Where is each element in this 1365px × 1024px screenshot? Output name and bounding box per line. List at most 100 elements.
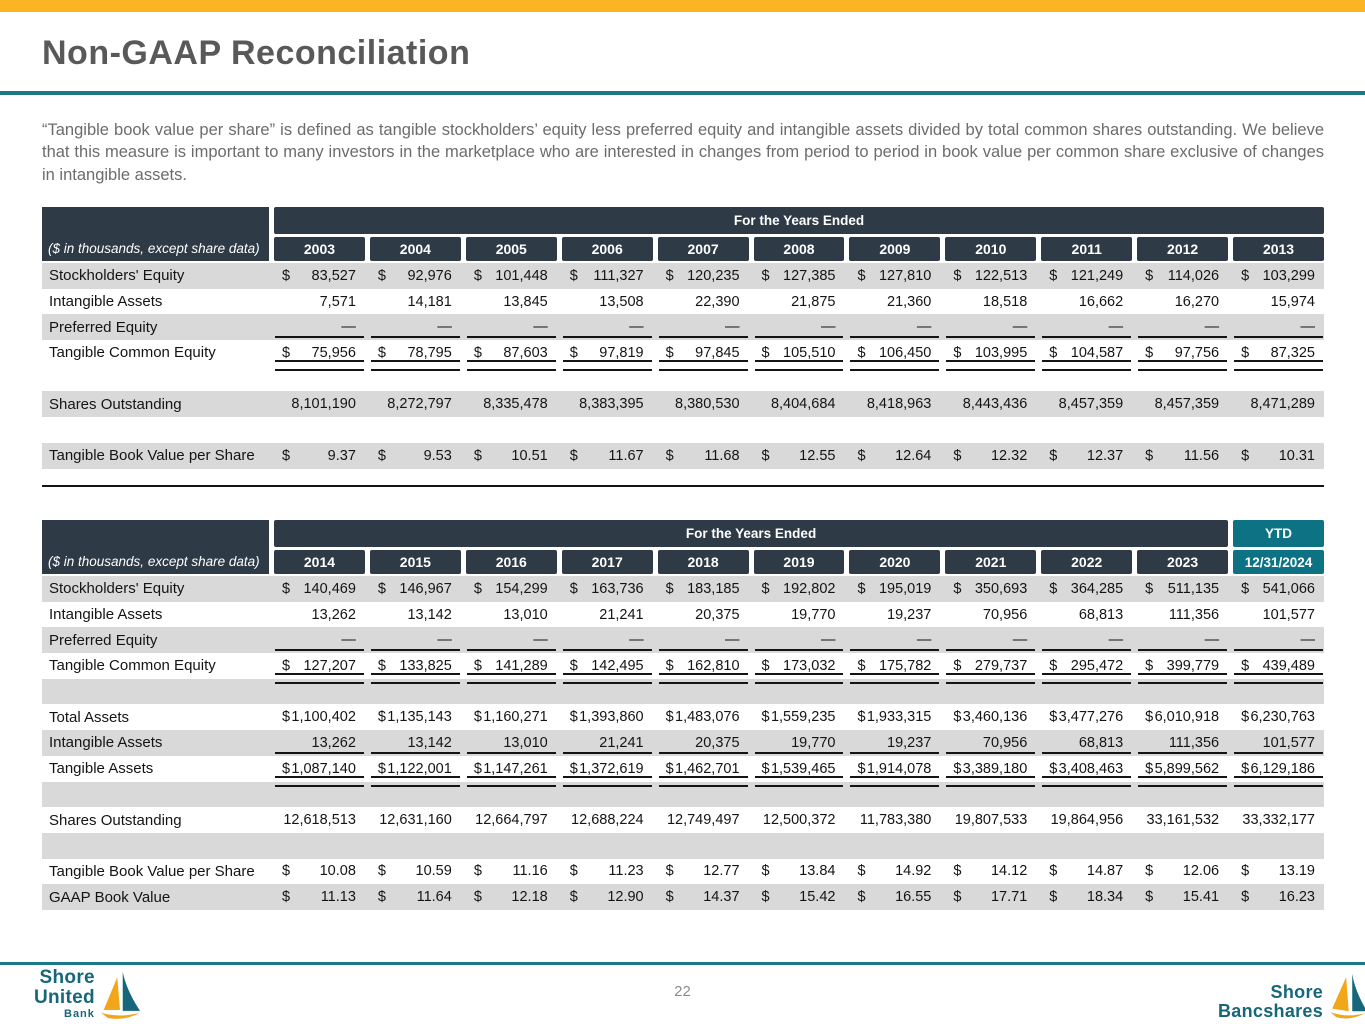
value-cell: $97,845 bbox=[658, 340, 749, 371]
value-cell: 13,845 bbox=[466, 289, 557, 315]
value-cell: 68,813 bbox=[1041, 730, 1132, 756]
cell-value: 127,207 bbox=[303, 657, 356, 674]
year-header: 2017 bbox=[561, 550, 653, 574]
value-cell: — bbox=[1233, 627, 1324, 653]
cell-value: 18.34 bbox=[1086, 889, 1124, 906]
cell-value: 183,185 bbox=[687, 580, 740, 597]
value-cell: 15,974 bbox=[1233, 289, 1324, 315]
cell-value: 13,845 bbox=[503, 293, 548, 310]
value-cell: 111,356 bbox=[1137, 730, 1228, 756]
table-row: Stockholders' Equity $140,469 $146,967 $154… bbox=[42, 576, 1324, 602]
dollar-sign: $ bbox=[857, 344, 866, 361]
dollar-sign: $ bbox=[282, 863, 291, 880]
logo-word: United bbox=[34, 987, 95, 1008]
value-cell: $140,469 bbox=[274, 576, 365, 602]
cell-value: 8,272,797 bbox=[387, 396, 452, 413]
cell-value: 1,462,701 bbox=[675, 760, 740, 777]
value-cell: 21,360 bbox=[849, 289, 940, 315]
dollar-sign: $ bbox=[1241, 344, 1250, 361]
cell-value: 16,270 bbox=[1174, 293, 1220, 310]
value-cell: — bbox=[562, 627, 653, 653]
cell-value: 13,508 bbox=[599, 293, 644, 310]
cell-value: 87,603 bbox=[503, 344, 548, 361]
value-cell: $1,393,860 bbox=[562, 704, 653, 730]
dollar-sign: $ bbox=[1241, 267, 1250, 284]
year-header: 2007 bbox=[657, 237, 749, 261]
value-cell: — bbox=[754, 627, 845, 653]
value-cell: $12.18 bbox=[466, 884, 557, 910]
cell-value: 279,737 bbox=[974, 657, 1028, 674]
value-cell: $103,995 bbox=[945, 340, 1036, 371]
ytd-header: YTD bbox=[1233, 520, 1324, 547]
cell-value: — bbox=[437, 632, 452, 649]
value-cell: 70,956 bbox=[945, 602, 1036, 628]
value-cell: $11.64 bbox=[370, 884, 461, 910]
cell-value: 13,262 bbox=[311, 734, 356, 751]
cell-value: 1,147,261 bbox=[483, 760, 548, 777]
cell-value: 8,418,963 bbox=[866, 396, 932, 413]
table-row: Stockholders' Equity $83,527 $92,976 $101,4… bbox=[42, 263, 1324, 289]
footer-divider bbox=[0, 962, 1365, 965]
year-header: 2004 bbox=[369, 237, 461, 261]
value-cell: 8,272,797 bbox=[370, 391, 461, 417]
dollar-sign: $ bbox=[282, 580, 291, 597]
dollar-sign: $ bbox=[665, 889, 674, 906]
value-cell: $12.55 bbox=[754, 443, 845, 469]
cell-value: — bbox=[437, 319, 452, 336]
value-cell: $511,135 bbox=[1137, 576, 1228, 602]
value-cell: $14.37 bbox=[658, 884, 749, 910]
cell-value: 17.71 bbox=[990, 889, 1028, 906]
value-cell: — bbox=[849, 314, 940, 340]
table-corner-note: ($ in thousands, except share data) bbox=[42, 520, 269, 574]
dollar-sign: $ bbox=[665, 267, 674, 284]
dollar-sign: $ bbox=[857, 863, 866, 880]
value-cell: $11.23 bbox=[562, 859, 653, 885]
cell-value: — bbox=[1108, 632, 1124, 649]
cell-value: 8,404,684 bbox=[770, 396, 836, 413]
cell-value: 16.23 bbox=[1278, 889, 1315, 906]
cell-value: 8,383,395 bbox=[579, 396, 644, 413]
year-header: 2011 bbox=[1041, 237, 1133, 261]
value-cell: 13,010 bbox=[466, 602, 557, 628]
cell-value: 111,356 bbox=[1168, 734, 1220, 751]
value-cell: $106,450 bbox=[849, 340, 940, 371]
dollar-sign: $ bbox=[377, 267, 386, 284]
dollar-sign: $ bbox=[377, 344, 386, 361]
dollar-sign: $ bbox=[857, 447, 866, 464]
cell-value: 12.32 bbox=[990, 447, 1028, 464]
value-cell: $3,389,180 bbox=[945, 756, 1036, 787]
dollar-sign: $ bbox=[1145, 344, 1154, 361]
cell-value: 3,477,276 bbox=[1058, 709, 1124, 726]
cell-value: 120,235 bbox=[687, 267, 740, 284]
title-divider bbox=[0, 91, 1365, 95]
cell-value: 7,571 bbox=[319, 293, 356, 310]
cell-value: 13,262 bbox=[311, 606, 356, 623]
page-title: Non-GAAP Reconciliation bbox=[42, 34, 471, 72]
cell-value: 10.08 bbox=[319, 863, 356, 880]
cell-value: 12,618,513 bbox=[283, 812, 356, 829]
value-cell: 13,142 bbox=[370, 730, 461, 756]
cell-value: — bbox=[533, 632, 548, 649]
cell-value: 14.12 bbox=[990, 863, 1028, 880]
cell-value: — bbox=[629, 319, 644, 336]
cell-value: 14.37 bbox=[703, 889, 740, 906]
cell-value: 20,375 bbox=[695, 734, 740, 751]
dollar-sign: $ bbox=[953, 344, 962, 361]
cell-value: 68,813 bbox=[1078, 734, 1124, 751]
cell-value: 11.16 bbox=[512, 863, 548, 880]
dollar-sign: $ bbox=[569, 709, 578, 726]
dollar-sign: $ bbox=[761, 447, 770, 464]
dollar-sign: $ bbox=[1049, 344, 1058, 361]
dollar-sign: $ bbox=[569, 889, 578, 906]
year-header: 2022 bbox=[1041, 550, 1133, 574]
sailboat-icon bbox=[100, 971, 140, 1019]
dollar-sign: $ bbox=[761, 863, 770, 880]
cell-value: 122,513 bbox=[974, 267, 1028, 284]
cell-value: — bbox=[1204, 632, 1220, 649]
value-cell: $16.23 bbox=[1233, 884, 1324, 910]
dollar-sign: $ bbox=[473, 889, 482, 906]
value-cell: $15.41 bbox=[1137, 884, 1228, 910]
dollar-sign: $ bbox=[1049, 267, 1058, 284]
value-cell: $111,327 bbox=[562, 263, 653, 289]
value-cell: $1,160,271 bbox=[466, 704, 557, 730]
